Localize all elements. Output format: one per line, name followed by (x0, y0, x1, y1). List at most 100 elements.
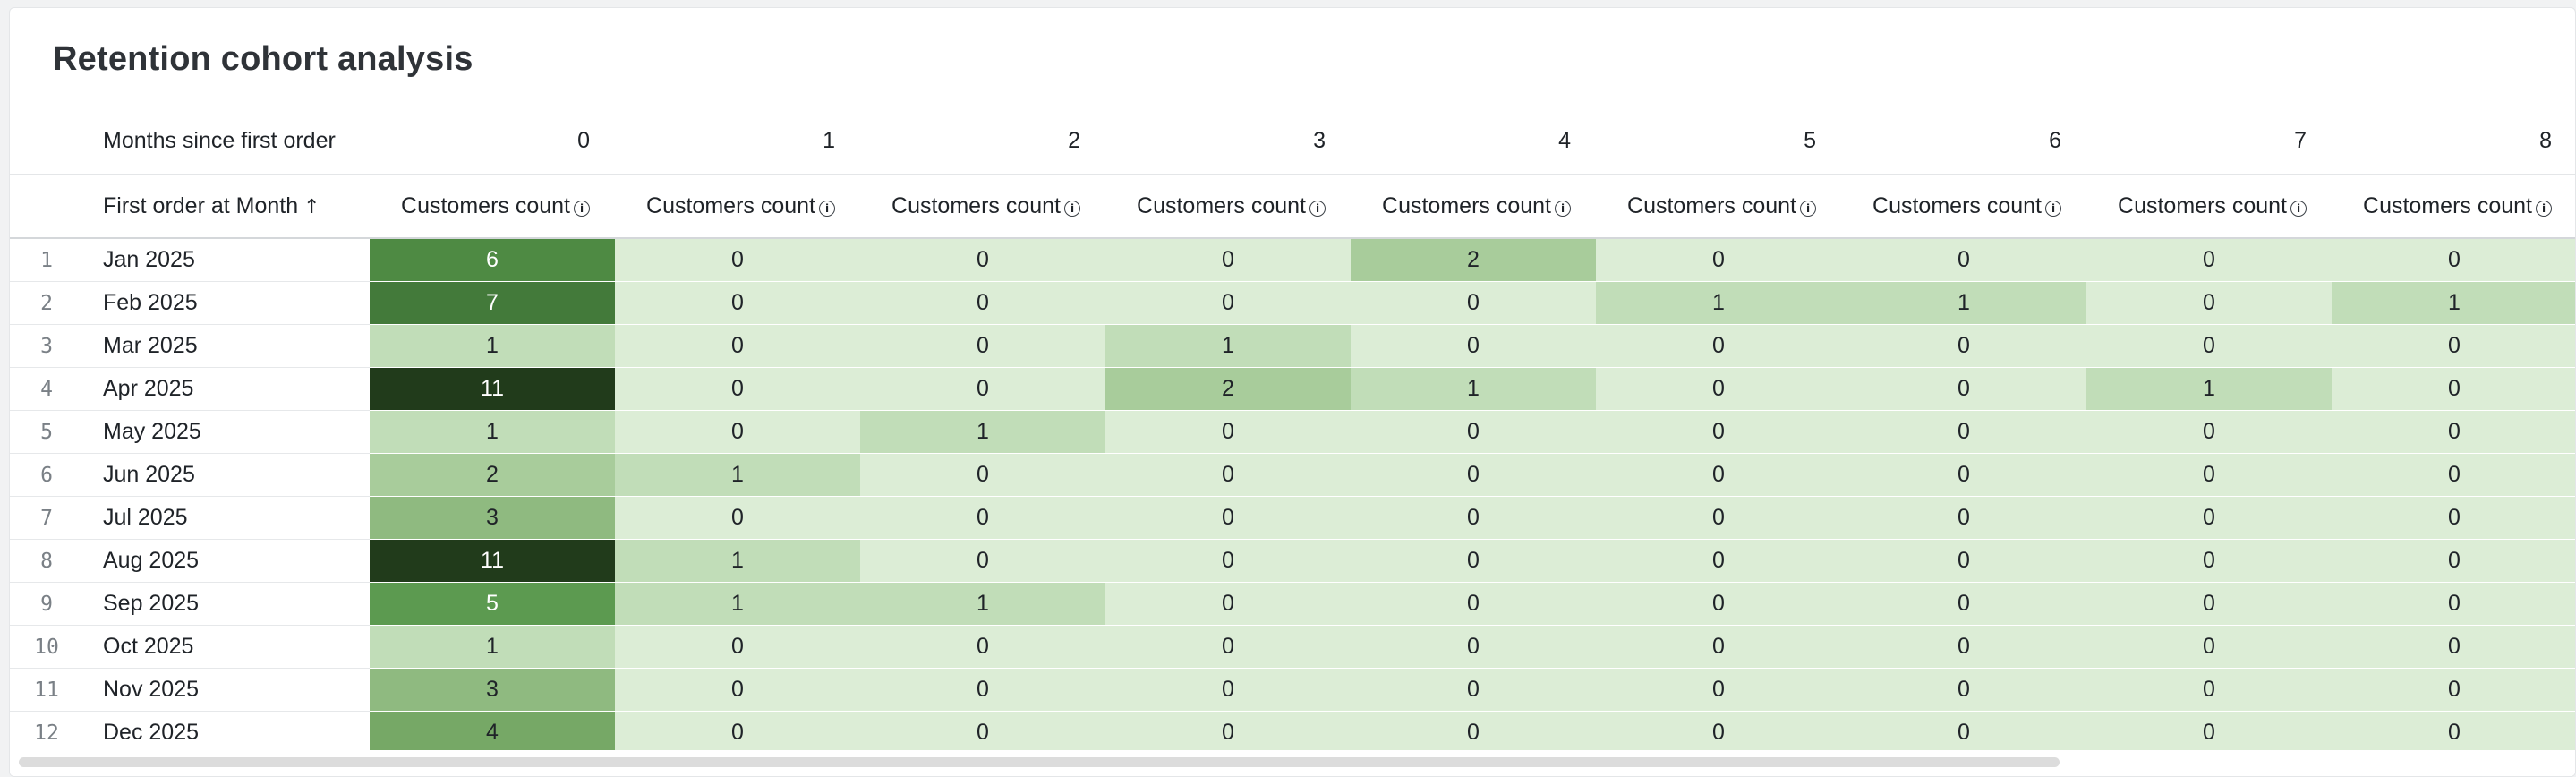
cohort-value-cell[interactable]: 0 (2086, 582, 2332, 626)
cohort-value-cell[interactable]: 1 (2086, 367, 2332, 411)
cohort-value-cell[interactable]: 0 (860, 625, 1105, 669)
first-order-month-header[interactable]: First order at Month ↑ (90, 174, 370, 239)
arrow-up-icon[interactable]: ↑ (303, 195, 320, 218)
cohort-value-cell[interactable]: 1 (615, 582, 860, 626)
cohort-value-cell[interactable]: 11 (370, 539, 615, 583)
cohort-value-cell[interactable]: 0 (860, 539, 1105, 583)
cohort-value-cell[interactable]: 1 (370, 410, 615, 454)
cohort-value-cell[interactable]: 0 (1841, 324, 2086, 368)
cohort-value-cell[interactable]: 0 (615, 281, 860, 325)
cohort-value-cell[interactable]: 1 (370, 324, 615, 368)
cohort-value-cell[interactable]: 0 (615, 625, 860, 669)
cohort-value-cell[interactable]: 0 (1351, 711, 1596, 755)
cohort-value-cell[interactable]: 7 (370, 281, 615, 325)
cohort-value-cell[interactable]: 0 (2086, 324, 2332, 368)
cohort-value-cell[interactable]: 0 (860, 668, 1105, 712)
cohort-value-cell[interactable]: 0 (615, 238, 860, 282)
customers-count-header[interactable]: Customers count i (1841, 174, 2086, 239)
cohort-value-cell[interactable]: 0 (2086, 711, 2332, 755)
cohort-value-cell[interactable]: 1 (615, 539, 860, 583)
cohort-value-cell[interactable]: 3 (370, 496, 615, 540)
cohort-value-cell[interactable]: 1 (1596, 281, 1841, 325)
cohort-value-cell[interactable]: 0 (1841, 367, 2086, 411)
cohort-value-cell[interactable]: 0 (860, 453, 1105, 497)
horizontal-scrollbar-thumb[interactable] (19, 757, 2060, 767)
cohort-value-cell[interactable]: 0 (1841, 625, 2086, 669)
info-circle-icon[interactable]: i (574, 200, 590, 217)
cohort-value-cell[interactable]: 0 (2332, 539, 2575, 583)
info-circle-icon[interactable]: i (2536, 200, 2552, 217)
cohort-value-cell[interactable]: 1 (1351, 367, 1596, 411)
cohort-value-cell[interactable]: 0 (1351, 453, 1596, 497)
cohort-value-cell[interactable]: 0 (615, 711, 860, 755)
cohort-value-cell[interactable]: 0 (615, 324, 860, 368)
cohort-value-cell[interactable]: 0 (1596, 238, 1841, 282)
cohort-value-cell[interactable]: 0 (1351, 324, 1596, 368)
cohort-value-cell[interactable]: 0 (1105, 281, 1351, 325)
cohort-value-cell[interactable]: 0 (615, 496, 860, 540)
cohort-value-cell[interactable]: 0 (2086, 539, 2332, 583)
cohort-value-cell[interactable]: 0 (2086, 453, 2332, 497)
cohort-value-cell[interactable]: 0 (2086, 238, 2332, 282)
cohort-value-cell[interactable]: 1 (1841, 281, 2086, 325)
cohort-value-cell[interactable]: 0 (2086, 281, 2332, 325)
cohort-value-cell[interactable]: 0 (860, 711, 1105, 755)
customers-count-header[interactable]: Customers count i (1596, 174, 1841, 239)
cohort-value-cell[interactable]: 2 (370, 453, 615, 497)
cohort-value-cell[interactable]: 0 (1596, 367, 1841, 411)
cohort-value-cell[interactable]: 0 (615, 410, 860, 454)
cohort-value-cell[interactable]: 0 (1596, 410, 1841, 454)
info-circle-icon[interactable]: i (819, 200, 835, 217)
cohort-value-cell[interactable]: 0 (1105, 410, 1351, 454)
customers-count-header[interactable]: Customers count i (1351, 174, 1596, 239)
cohort-value-cell[interactable]: 0 (2332, 324, 2575, 368)
customers-count-header[interactable]: Customers count i (615, 174, 860, 239)
cohort-value-cell[interactable]: 0 (860, 324, 1105, 368)
cohort-value-cell[interactable]: 1 (1105, 324, 1351, 368)
cohort-value-cell[interactable]: 2 (1351, 238, 1596, 282)
cohort-value-cell[interactable]: 0 (860, 238, 1105, 282)
cohort-value-cell[interactable]: 0 (1351, 668, 1596, 712)
cohort-value-cell[interactable]: 0 (1841, 453, 2086, 497)
cohort-value-cell[interactable]: 6 (370, 238, 615, 282)
info-circle-icon[interactable]: i (1800, 200, 1816, 217)
cohort-value-cell[interactable]: 1 (370, 625, 615, 669)
cohort-value-cell[interactable]: 0 (1105, 238, 1351, 282)
cohort-value-cell[interactable]: 0 (2086, 625, 2332, 669)
cohort-value-cell[interactable]: 0 (2332, 668, 2575, 712)
cohort-value-cell[interactable]: 2 (1105, 367, 1351, 411)
customers-count-header[interactable]: Customers count i (370, 174, 615, 239)
cohort-value-cell[interactable]: 0 (615, 367, 860, 411)
cohort-value-cell[interactable]: 0 (2332, 238, 2575, 282)
cohort-value-cell[interactable]: 0 (1596, 625, 1841, 669)
cohort-value-cell[interactable]: 0 (1841, 410, 2086, 454)
cohort-value-cell[interactable]: 0 (1596, 711, 1841, 755)
cohort-value-cell[interactable]: 0 (2332, 367, 2575, 411)
cohort-value-cell[interactable]: 0 (860, 367, 1105, 411)
cohort-value-cell[interactable]: 0 (1351, 582, 1596, 626)
cohort-value-cell[interactable]: 11 (370, 367, 615, 411)
cohort-value-cell[interactable]: 0 (860, 496, 1105, 540)
cohort-value-cell[interactable]: 0 (1105, 453, 1351, 497)
customers-count-header[interactable]: Customers count i (860, 174, 1105, 239)
info-circle-icon[interactable]: i (2045, 200, 2061, 217)
cohort-value-cell[interactable]: 0 (1841, 496, 2086, 540)
cohort-value-cell[interactable]: 0 (1105, 668, 1351, 712)
cohort-value-cell[interactable]: 1 (860, 582, 1105, 626)
cohort-value-cell[interactable]: 1 (860, 410, 1105, 454)
cohort-value-cell[interactable]: 0 (1841, 238, 2086, 282)
cohort-value-cell[interactable]: 0 (2332, 410, 2575, 454)
cohort-value-cell[interactable]: 0 (2332, 625, 2575, 669)
cohort-value-cell[interactable]: 0 (2086, 410, 2332, 454)
cohort-value-cell[interactable]: 0 (1596, 496, 1841, 540)
cohort-value-cell[interactable]: 3 (370, 668, 615, 712)
cohort-value-cell[interactable]: 0 (1841, 582, 2086, 626)
